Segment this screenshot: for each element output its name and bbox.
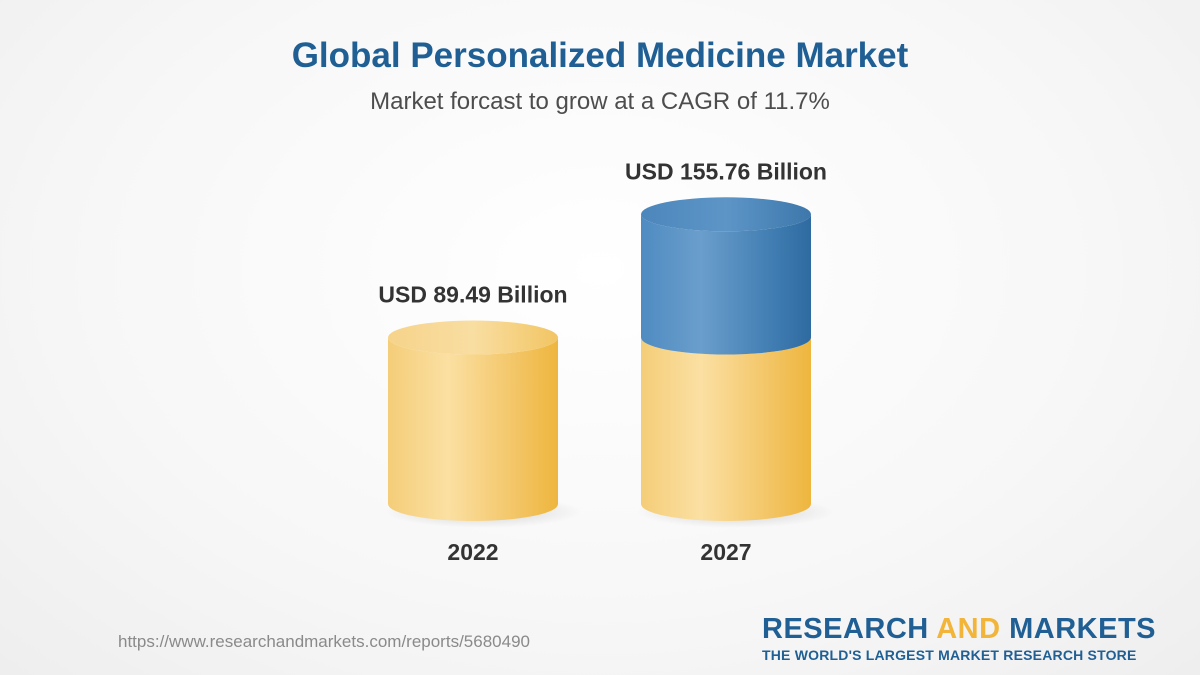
chart-subtitle: Market forcast to grow at a CAGR of 11.7…: [370, 88, 830, 115]
source-url: https://www.researchandmarkets.com/repor…: [118, 632, 530, 651]
data-label-2022: USD 89.49 Billion: [378, 282, 567, 308]
brand-logo: RESEARCH AND MARKETS THE WORLD'S LARGEST…: [762, 612, 1158, 664]
brand-tagline: THE WORLD'S LARGEST MARKET RESEARCH STOR…: [762, 647, 1137, 663]
bar-2027-base-segment: [641, 337, 811, 521]
x-tick-label-2022: 2022: [447, 539, 498, 565]
bar-2022: [388, 337, 558, 521]
bar-top-2022: [388, 320, 558, 355]
brand-name-accent: AND: [936, 613, 1001, 645]
brand-name: RESEARCH AND MARKETS: [762, 612, 1158, 646]
brand-name-part1: RESEARCH: [762, 613, 937, 645]
bar-2027-growth-segment: [641, 214, 811, 355]
bar-top-2027: [641, 197, 811, 232]
x-tick-label-2027: 2027: [700, 539, 751, 565]
data-label-2027: USD 155.76 Billion: [625, 158, 827, 184]
brand-name-part3: MARKETS: [1000, 613, 1157, 645]
chart-title: Global Personalized Medicine Market: [291, 36, 909, 75]
